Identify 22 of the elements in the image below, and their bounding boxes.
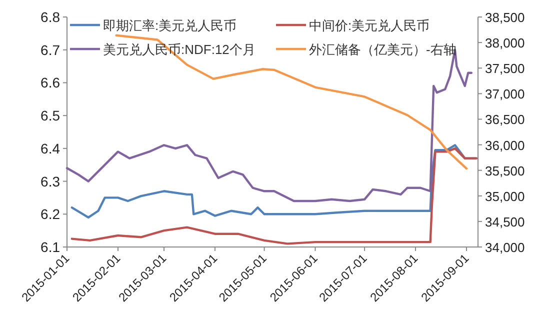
- y2-tick-label: 38,000: [485, 36, 525, 51]
- y2-tick-label: 37,000: [485, 86, 525, 102]
- y2-tick-label: 37,500: [485, 61, 525, 76]
- y-tick-label: 6.2: [40, 206, 60, 222]
- legend-label: 美元兑人民币:NDF:12个月: [103, 42, 256, 57]
- y-tick-label: 6.4: [40, 140, 60, 156]
- y2-tick-label: 35,500: [485, 163, 525, 178]
- legend-label: 外汇储备（亿美元）-右轴: [309, 42, 456, 57]
- legend-label: 即期汇率:美元兑人民币: [103, 18, 237, 33]
- legend-label: 中间价:美元兑人民币: [309, 18, 430, 33]
- y-tick-label: 6.5: [40, 108, 60, 124]
- y-tick-label: 6.8: [40, 9, 60, 25]
- y-tick-label: 6.6: [40, 74, 60, 91]
- y2-tick-label: 36,000: [485, 138, 525, 153]
- y2-tick-label: 35,000: [485, 188, 525, 204]
- y-tick-label: 6.7: [40, 42, 60, 58]
- y-tick-label: 6.3: [40, 173, 60, 190]
- y2-tick-label: 36,500: [485, 112, 525, 128]
- y2-tick-label: 34,500: [485, 214, 525, 230]
- y2-tick-label: 38,500: [485, 10, 525, 25]
- y-tick-label: 6.1: [40, 239, 60, 255]
- y2-tick-label: 34,000: [485, 240, 525, 255]
